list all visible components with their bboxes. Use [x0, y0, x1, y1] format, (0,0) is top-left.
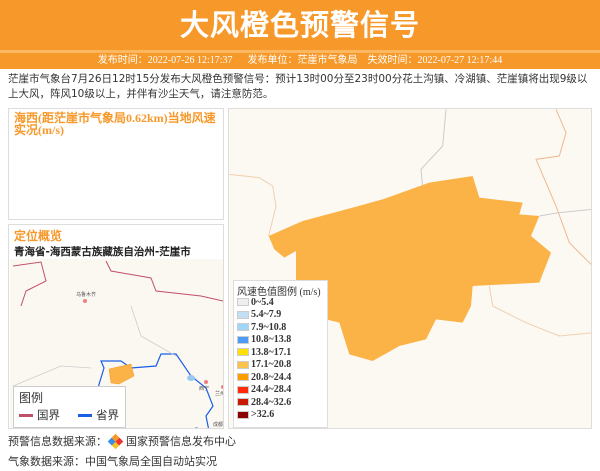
- legend-national-border: 国界: [37, 408, 60, 422]
- wind-legend-item: 7.9~10.8: [237, 321, 324, 334]
- color-swatch-icon: [237, 398, 249, 407]
- color-swatch-icon: [237, 335, 249, 344]
- city-marker: [204, 380, 208, 384]
- wind-legend-item: 20.8~24.4: [237, 371, 324, 384]
- divider: [0, 50, 600, 53]
- color-swatch-icon: [237, 410, 249, 419]
- wind-legend-label: 5.4~7.9: [251, 309, 282, 321]
- color-swatch-icon: [237, 360, 249, 369]
- issue-info: 发布时间：2022-07-26 12:17:37 发布单位：茫崖市气象局 失效时…: [0, 53, 600, 69]
- wind-legend-item: 17.1~20.8: [237, 359, 324, 372]
- wind-legend-label: 28.4~32.6: [251, 396, 292, 408]
- color-swatch-icon: [237, 323, 249, 332]
- wind-map[interactable]: 风速色值图例 (m/s) 0~5.4 5.4~7.9 7.9~10.8 10.8~13…: [228, 108, 592, 429]
- wind-legend-label: 13.8~17.1: [251, 346, 292, 358]
- province-border-line-icon: [78, 413, 92, 417]
- overview-map[interactable]: 乌鲁木齐 西宁 兰州 成都 图例 国界 省界: [10, 259, 223, 428]
- warning-description: 茫崖市气象台7月26日12时15分发布大风橙色预警信号：预计13时00分至23时…: [8, 73, 588, 100]
- wind-legend-item: >32.6: [237, 409, 324, 422]
- legend-province-border: 省界: [96, 408, 119, 422]
- color-swatch-icon: [237, 298, 249, 307]
- color-swatch-icon: [237, 385, 249, 394]
- legend-title: 图例: [19, 391, 44, 405]
- wind-legend-item: 0~5.4: [237, 296, 324, 309]
- wind-speed-legend: 风速色值图例 (m/s) 0~5.4 5.4~7.9 7.9~10.8 10.8~13…: [233, 280, 328, 428]
- color-swatch-icon: [237, 373, 249, 382]
- wind-legend-title: 风速色值图例 (m/s): [237, 287, 321, 298]
- city-label: 乌鲁木齐: [76, 291, 96, 298]
- national-border-line-icon: [19, 413, 33, 417]
- color-swatch-icon: [237, 348, 249, 357]
- city-label: 西宁: [199, 385, 209, 392]
- wind-legend-label: 24.4~28.4: [251, 384, 292, 396]
- wind-legend-item: 13.8~17.1: [237, 346, 324, 359]
- warning-source-label: 预警信息数据来源：: [8, 435, 107, 448]
- city-label: 成都: [213, 421, 223, 428]
- location-path: 青海省-海西蒙古族藏族自治州-茫崖市: [14, 246, 191, 258]
- city-marker: [221, 385, 223, 389]
- location-panel: 定位概览 青海省-海西蒙古族藏族自治州-茫崖市 乌鲁木齐 西宁 兰州 成都 图例…: [8, 224, 224, 429]
- wind-panel-title: 海西(距茫崖市气象局0.62km)当地风速实况(m/s): [14, 111, 216, 137]
- page-title: 大风橙色预警信号: [0, 0, 600, 50]
- wind-observation-panel: 海西(距茫崖市气象局0.62km)当地风速实况(m/s): [8, 108, 224, 220]
- wind-legend-item: 28.4~32.6: [237, 396, 324, 409]
- wind-legend-label: 17.1~20.8: [251, 359, 292, 371]
- color-swatch-icon: [237, 310, 249, 319]
- city-label: 兰州: [215, 390, 223, 397]
- wind-legend-label: 10.8~13.8: [251, 334, 292, 346]
- weather-source: 气象数据来源：中国气象局全国自动站实况: [8, 455, 217, 468]
- wind-legend-item: 10.8~13.8: [237, 334, 324, 347]
- wind-legend-item: 24.4~28.4: [237, 384, 324, 397]
- map-legend: 图例 国界 省界: [13, 386, 126, 428]
- warning-source-org[interactable]: 国家预警信息发布中心: [126, 435, 236, 448]
- wind-legend-label: >32.6: [251, 409, 275, 421]
- wind-legend-item: 5.4~7.9: [237, 309, 324, 322]
- wind-legend-label: 0~5.4: [251, 296, 274, 308]
- wind-legend-label: 20.8~24.4: [251, 371, 292, 383]
- warning-source: 预警信息数据来源： 国家预警信息发布中心: [8, 433, 236, 449]
- mangya-region[interactable]: [268, 176, 551, 361]
- warning-center-logo-icon: [107, 433, 124, 449]
- city-marker: [83, 299, 87, 303]
- wind-legend-label: 7.9~10.8: [251, 321, 287, 333]
- location-title: 定位概览: [14, 229, 63, 243]
